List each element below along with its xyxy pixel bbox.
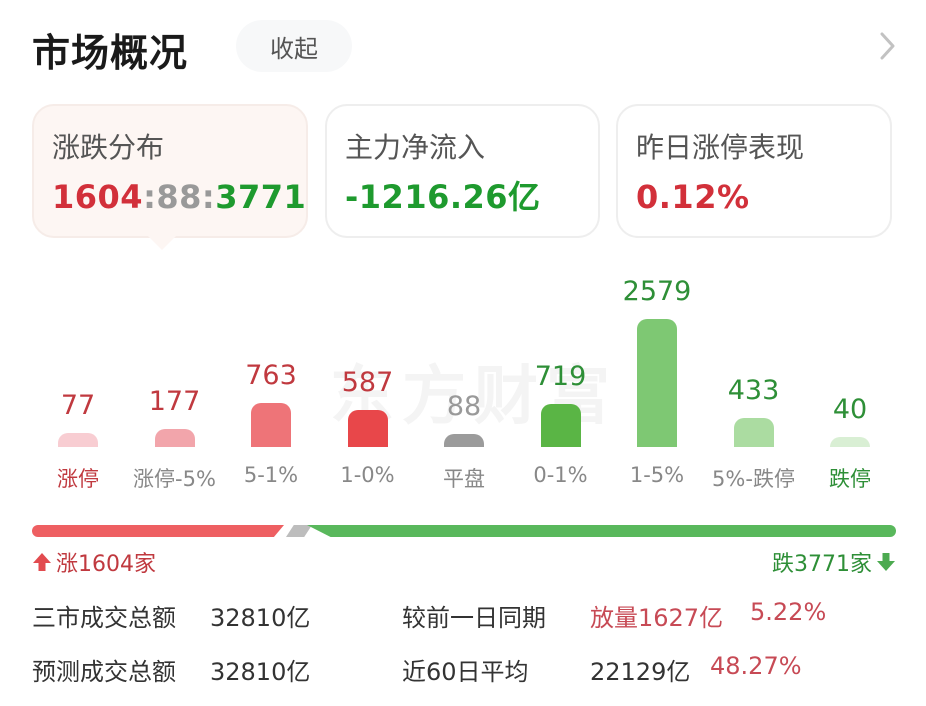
bar-column[interactable]: 433 5%-跌停 xyxy=(706,270,802,500)
separator: : xyxy=(201,178,216,216)
bar-value: 77 xyxy=(60,390,96,421)
flat-segment xyxy=(286,525,312,537)
arrow-up-icon xyxy=(33,553,51,571)
bar-value: 88 xyxy=(446,391,482,422)
fall-segment xyxy=(307,525,896,537)
distribution-bar-chart: 77 涨停 177 涨停-5% 763 5-1% 587 1-0% 88 平盘 719 0-1% 257… xyxy=(30,270,896,500)
flat-count-value: 88 xyxy=(156,178,202,216)
bar-label: 涨停-5% xyxy=(133,467,216,491)
bar-label: 1-5% xyxy=(629,463,685,487)
arrow-down-icon xyxy=(877,553,895,571)
bar-label: 0-1% xyxy=(533,463,588,487)
avg60-value: 22129亿 xyxy=(590,658,691,686)
bar-value: 40 xyxy=(832,394,868,425)
bar-label: 平盘 xyxy=(443,467,485,491)
card-rise-fall-distribution[interactable]: 涨跌分布 1604:88:3771 xyxy=(32,104,308,238)
turnover-label: 三市成交总额 xyxy=(32,604,176,632)
bar-column[interactable]: 763 5-1% xyxy=(223,270,319,500)
bar xyxy=(733,418,774,447)
bar-label: 涨停 xyxy=(57,467,99,491)
bar-label: 5-1% xyxy=(243,463,299,487)
forecast-value: 32810亿 xyxy=(210,658,311,686)
collapse-button[interactable]: 收起 xyxy=(236,20,352,72)
rise-segment xyxy=(32,525,284,537)
stat-row-forecast: 预测成交总额 32810亿 近60日平均 22129亿 48.27% xyxy=(32,652,912,692)
bar-value: 2579 xyxy=(622,276,692,307)
bar xyxy=(347,410,388,447)
bar-column[interactable]: 719 0-1% xyxy=(513,270,609,500)
prev-day-pct: 5.22% xyxy=(750,598,827,626)
card-label: 涨跌分布 xyxy=(52,131,165,164)
card-value: 1604:88:3771 xyxy=(52,174,306,220)
bar xyxy=(444,434,484,447)
bar-column[interactable]: 2579 1-5% xyxy=(609,270,705,500)
turnover-value: 32810亿 xyxy=(210,604,311,632)
avg60-pct: 48.27% xyxy=(710,652,802,680)
prev-day-value: 放量1627亿 xyxy=(590,604,724,632)
card-main-net-inflow[interactable]: 主力净流入 -1216.26亿 xyxy=(325,104,600,238)
stat-row-turnover: 三市成交总额 32810亿 较前一日同期 放量1627亿 5.22% xyxy=(32,598,912,638)
bar-value: 177 xyxy=(148,386,201,417)
avg60-label: 近60日平均 xyxy=(402,658,529,686)
bar-value: 433 xyxy=(727,375,780,406)
bar-column[interactable]: 177 涨停-5% xyxy=(127,270,223,500)
fall-count: 跌3771家 xyxy=(772,546,896,578)
bar xyxy=(637,319,677,447)
separator: : xyxy=(143,178,157,216)
bar-column[interactable]: 77 涨停 xyxy=(30,270,126,500)
chevron-right-icon[interactable] xyxy=(874,28,900,64)
bar-value: 587 xyxy=(341,367,394,398)
bar xyxy=(830,437,870,447)
bar xyxy=(58,433,98,447)
card-label: 昨日涨停表现 xyxy=(636,131,805,164)
card-value: 0.12% xyxy=(636,178,750,216)
fall-count-text: 跌3771家 xyxy=(772,552,872,577)
rise-count-value: 1604 xyxy=(52,178,144,216)
card-label: 主力净流入 xyxy=(345,131,486,164)
fall-count-value: 3771 xyxy=(215,178,307,216)
rise-count: 涨1604家 xyxy=(32,546,156,578)
market-overview-header: 市场概况 收起 xyxy=(0,0,926,96)
bar-label: 跌停 xyxy=(829,467,871,491)
prev-day-label: 较前一日同期 xyxy=(402,604,546,632)
forecast-label: 预测成交总额 xyxy=(32,658,176,686)
bar-value: 763 xyxy=(245,360,297,391)
card-yesterday-limit-up[interactable]: 昨日涨停表现 0.12% xyxy=(616,104,892,238)
bar-value: 719 xyxy=(534,361,587,392)
page-title: 市场概况 xyxy=(32,31,189,75)
rise-count-text: 涨1604家 xyxy=(56,552,156,577)
bar xyxy=(540,404,581,447)
bar-label: 5%-跌停 xyxy=(712,467,795,491)
bar xyxy=(154,429,195,447)
card-value: -1216.26亿 xyxy=(345,178,541,216)
bar-label: 1-0% xyxy=(340,463,395,487)
bar-column[interactable]: 88 平盘 xyxy=(416,270,512,500)
bar-column[interactable]: 587 1-0% xyxy=(320,270,416,500)
active-card-pointer xyxy=(148,236,176,250)
bar-column[interactable]: 40 跌停 xyxy=(802,270,898,500)
bar xyxy=(251,403,291,447)
rise-fall-ratio-bar xyxy=(32,525,896,537)
